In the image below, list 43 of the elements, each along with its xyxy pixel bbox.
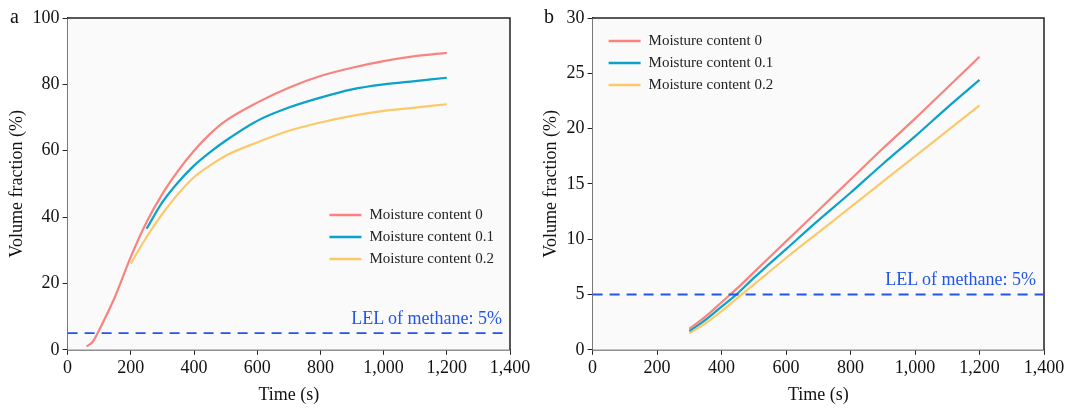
x-tick-label: 600 [243, 357, 271, 378]
y-tick-label: 5 [575, 283, 585, 304]
legend-label: Moisture content 0 [369, 205, 483, 222]
y-tick-label: 40 [41, 205, 60, 226]
x-tick-label: 0 [63, 357, 73, 378]
y-tick-label: 100 [32, 6, 60, 27]
x-axis-title: Time (s) [258, 383, 320, 405]
y-tick-label: 20 [41, 272, 60, 293]
y-tick-label: 60 [41, 139, 60, 160]
x-axis-title: Time (s) [787, 383, 849, 405]
x-tick-label: 1,200 [426, 357, 468, 378]
x-tick-label: 400 [708, 357, 736, 378]
ref-line-label: LEL of methane: 5% [885, 269, 1036, 290]
y-tick-label: 15 [566, 172, 585, 193]
chart-title: b [544, 5, 554, 28]
x-tick-label: 1,000 [363, 357, 404, 378]
y-tick-label: 10 [566, 227, 585, 248]
x-tick-label: 0 [588, 357, 598, 378]
y-tick-label: 20 [566, 117, 585, 138]
x-tick-label: 1,200 [959, 357, 1000, 378]
x-tick-label: 800 [837, 357, 865, 378]
y-tick-label: 30 [566, 6, 585, 27]
chart-title: a [10, 5, 19, 28]
y-tick-label: 0 [50, 338, 60, 359]
x-tick-label: 200 [643, 357, 671, 378]
y-tick-label: 25 [566, 62, 585, 83]
legend-label: Moisture content 0.1 [648, 53, 774, 70]
ref-line-label: LEL of methane: 5% [351, 307, 502, 328]
y-axis-title: Volume fraction (%) [5, 110, 27, 258]
y-tick-label: 80 [41, 73, 60, 94]
x-tick-label: 1,000 [894, 357, 936, 378]
y-axis-title: Volume fraction (%) [539, 110, 561, 258]
legend-label: Moisture content 0.2 [648, 75, 774, 92]
x-tick-label: 1,400 [489, 357, 531, 378]
x-tick-label: 600 [772, 357, 800, 378]
x-tick-label: 400 [180, 357, 208, 378]
legend-label: Moisture content 0.2 [369, 249, 495, 266]
x-tick-label: 800 [306, 357, 334, 378]
x-tick-label: 200 [117, 357, 145, 378]
x-tick-label: 1,400 [1023, 357, 1065, 378]
y-tick-label: 0 [575, 338, 585, 359]
legend-label: Moisture content 0.1 [369, 227, 495, 244]
legend-label: Moisture content 0 [648, 31, 762, 48]
